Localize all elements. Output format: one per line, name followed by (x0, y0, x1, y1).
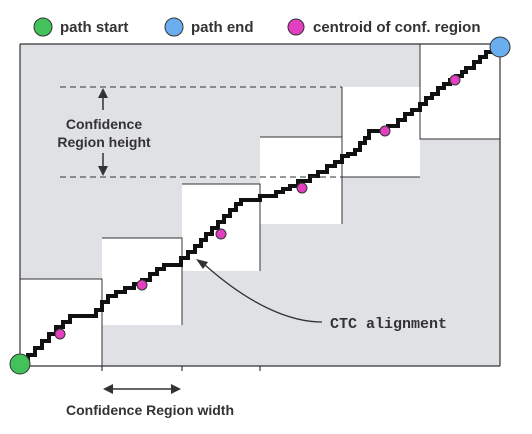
centroid-5 (379, 125, 391, 137)
ctc-alignment-label: CTC alignment (330, 316, 447, 333)
centroid-legend-label: centroid of conf. region (313, 19, 481, 36)
path-start-legend-icon (33, 17, 53, 37)
region-height-annotation: Confidence Region height (57, 86, 342, 178)
path-end-legend-icon (164, 17, 184, 37)
centroid-1 (54, 328, 66, 340)
centroid-2 (136, 279, 148, 291)
region-outlines (20, 44, 500, 366)
axes (19, 43, 501, 371)
path-start-marker (9, 353, 31, 375)
centroid-3 (215, 228, 227, 240)
path-end-marker (489, 36, 511, 58)
region-width-annotation: Confidence Region width (66, 384, 234, 418)
centroid-legend-icon (287, 18, 305, 36)
centroids (54, 74, 461, 340)
ctc-alignment-callout: CTC alignment (196, 259, 447, 333)
region-height-label-line1: Confidence (66, 116, 142, 132)
confidence-region-3 (182, 184, 260, 271)
centroid-6 (449, 74, 461, 86)
confidence-region-6 (420, 44, 500, 139)
path-start-legend-label: path start (60, 19, 128, 36)
legend: path start path end centroid of conf. re… (33, 17, 481, 37)
centroid-4 (296, 182, 308, 194)
region-width-label: Confidence Region width (66, 402, 234, 418)
region-height-label-line2: Region height (57, 134, 151, 150)
ctc-alignment-path (20, 46, 500, 364)
path-end-legend-label: path end (191, 19, 254, 36)
